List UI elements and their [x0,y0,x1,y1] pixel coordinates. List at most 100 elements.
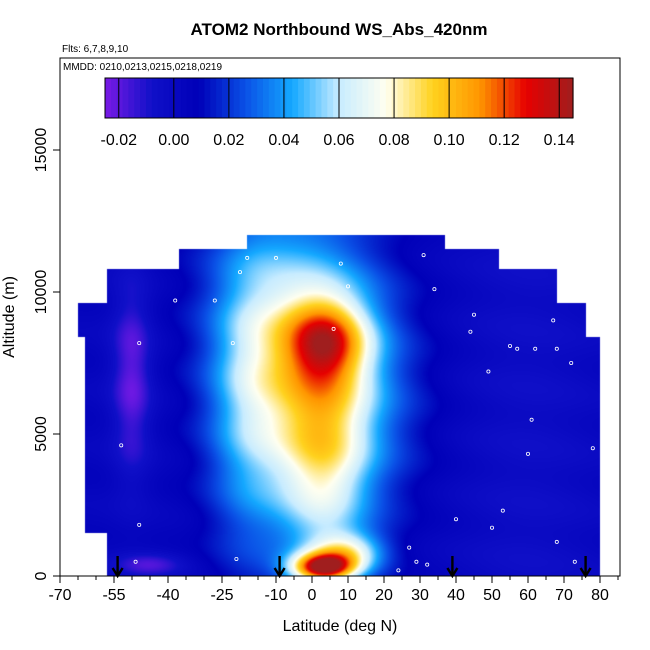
colorbar-segment [426,78,434,118]
chart-annotation: MMDD: 0210,0213,0215,0218,0219 [63,62,222,73]
flight-point [230,341,235,346]
colorbar-segment [391,78,399,118]
colorbar-segment [537,78,545,118]
colorbar-segment [502,78,510,118]
colorbar-segment [274,78,282,118]
colorbar-segment [561,78,568,118]
x-tick-label: 20 [375,587,393,604]
colorbar-segment [157,78,165,118]
x-tick-label: 30 [411,587,429,604]
flight-point [331,326,336,331]
colorbar-segment [321,78,328,118]
colorbar-segment [350,78,358,118]
colorbar-segment [374,78,381,118]
x-tick-label: 0 [308,587,317,604]
colorbar-segment [268,78,276,118]
flight-point [446,236,451,241]
flight-point [489,525,494,530]
x-tick-label: 80 [591,587,609,604]
chart-subtitle: Flts: 6,7,8,9,10 [62,44,129,55]
colorbar-segment [397,78,404,118]
flight-point [471,312,476,317]
x-tick-label: 10 [339,587,357,604]
colorbar-tick-label: 0.08 [378,132,409,149]
flight-point [515,346,520,351]
flight-point [533,346,538,351]
colorbar-segment [315,78,323,118]
x-tick-label: 70 [555,587,573,604]
colorbar-segment [233,78,241,118]
chart-title: ATOM2 Northbound WS_Abs_420nm [191,20,488,39]
colorbar-segment [292,78,299,118]
colorbar-segment [198,78,206,118]
colorbar-segment [379,78,387,118]
y-tick-label: 15000 [33,128,50,173]
colorbar-segment [362,78,369,118]
colorbar-segment [344,78,352,118]
colorbar-segment [444,78,451,118]
colorbar-tick-label: 0.10 [434,132,465,149]
colorbar-segment [339,78,346,118]
flight-point [500,508,505,513]
colorbar-segment [456,78,463,118]
colorbar-segment [549,78,557,118]
x-tick-label: 60 [519,587,537,604]
colorbar-segment [461,78,469,118]
plot-region [59,57,621,579]
flight-point [425,562,430,567]
colorbar-segment [450,78,457,118]
colorbar-segment [543,78,551,118]
flight-point [554,346,559,351]
x-tick-label: -25 [210,587,233,604]
flight-point [212,298,217,303]
colorbar-segment [163,78,170,118]
y-tick-label: 0 [33,571,50,580]
colorbar-tick-label: 0.06 [323,132,354,149]
colorbar-segment [181,78,188,118]
flight-point [133,559,138,564]
colorbar-segment [257,78,264,118]
flight-point [338,261,343,266]
flight-point [529,417,534,422]
colorbar-segment [134,78,141,118]
colorbar-tick-label: -0.02 [101,132,138,149]
flight-point [572,559,577,564]
colorbar-segment [204,78,211,118]
heatmap-field [60,58,620,576]
flight-point [432,287,437,292]
flight-point [234,556,239,561]
colorbar-segment [555,78,562,118]
colorbar-segment [216,78,223,118]
x-tick-label: -70 [48,587,71,604]
colorbar-segment [105,78,112,118]
colorbar-segment [110,78,118,118]
colorbar-segment [420,78,428,118]
colorbar-segments [105,78,574,118]
colorbar-segment [122,78,129,118]
colorbar-segment [245,78,252,118]
colorbar-segment [192,78,200,118]
colorbar: -0.02 0.00 0.02 0.04 0.06 0.08 0.10 0.12 0.14 [101,77,575,149]
colorbar-segment [186,78,194,118]
flight-point [273,255,278,260]
flight-point [407,545,412,550]
flight-point [526,451,531,456]
colorbar-segment [496,78,504,118]
colorbar-segment [227,78,235,118]
colorbar-segment [140,78,147,118]
colorbar-segment [567,78,574,118]
colorbar-segment [222,78,229,118]
colorbar-segment [210,78,217,118]
colorbar-segment [491,78,498,118]
colorbar-segment [526,78,533,118]
colorbar-segment [239,78,246,118]
flight-point [554,539,559,544]
flight-point [237,270,242,275]
flight-point [421,253,426,258]
colorbar-segment [415,78,422,118]
flight-point [345,284,350,289]
colorbar-segment [327,78,334,118]
colorbar-tick-label: 0.12 [489,132,520,149]
y-axis: 0 5000 10000 15000 [33,128,60,580]
